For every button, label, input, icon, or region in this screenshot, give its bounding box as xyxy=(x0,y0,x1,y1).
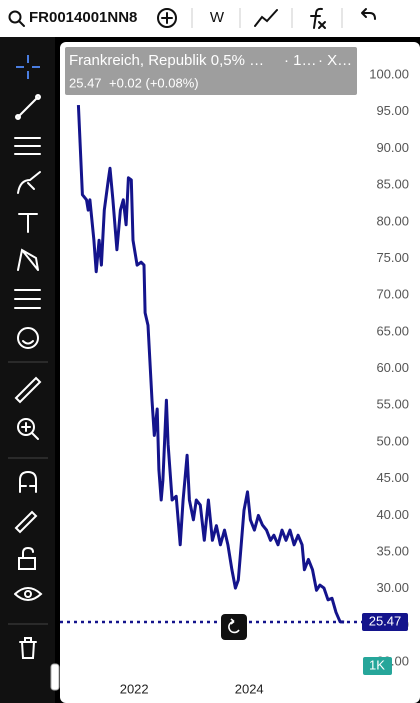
volume-label: 1K xyxy=(369,657,385,672)
last-price-badge xyxy=(362,613,408,632)
indicators-button[interactable] xyxy=(310,7,326,29)
last-price-label: 25.47 xyxy=(369,613,402,628)
chart-area xyxy=(60,42,420,703)
x-tick-label: 2022 xyxy=(120,681,149,696)
legend-value: 25.47 xyxy=(69,75,102,90)
collapse-handle[interactable] xyxy=(50,663,60,691)
y-tick-label: 70.00 xyxy=(376,287,409,302)
delete-tool[interactable] xyxy=(19,637,37,659)
volume-badge xyxy=(363,657,392,675)
price-line xyxy=(76,105,345,624)
symbol[interactable]: FR0014001NN8 xyxy=(29,9,137,26)
reset-button[interactable] xyxy=(221,614,247,640)
y-tick-label: 35.00 xyxy=(376,544,409,559)
fib-tool[interactable] xyxy=(14,137,41,155)
ruler-tool[interactable] xyxy=(14,376,42,404)
y-tick-label: 80.00 xyxy=(376,213,409,228)
text-tool[interactable] xyxy=(18,213,38,233)
brush-tool[interactable] xyxy=(17,171,41,194)
y-tick-label: 60.00 xyxy=(376,360,409,375)
y-tick-label: 45.00 xyxy=(376,470,409,485)
legend-change: +0.02 (+0.08%) xyxy=(109,75,199,90)
top-bar xyxy=(0,0,420,37)
legend-name: Frankreich, Republik 0,5% … xyxy=(69,52,264,69)
pattern-tool[interactable] xyxy=(17,248,39,271)
y-tick-label: 85.00 xyxy=(376,177,409,192)
emoji-tool[interactable] xyxy=(17,327,39,349)
y-tick-label: 90.00 xyxy=(376,140,409,155)
trendline-tool[interactable] xyxy=(15,94,41,120)
chart-type-button[interactable] xyxy=(254,9,278,27)
add-button[interactable] xyxy=(157,8,177,28)
y-tick-label: 65.00 xyxy=(376,323,409,338)
x-tick-label: 2024 xyxy=(235,681,264,696)
legend-box xyxy=(65,47,357,95)
unlock-tool[interactable] xyxy=(18,546,36,570)
y-tick-label: 55.00 xyxy=(376,397,409,412)
y-tick-label: 75.00 xyxy=(376,250,409,265)
y-tick-label: 40.00 xyxy=(376,507,409,522)
crosshair-tool[interactable] xyxy=(16,55,40,79)
legend-field: · X… xyxy=(318,52,352,69)
visibility-tool[interactable] xyxy=(14,587,43,601)
undo-button[interactable] xyxy=(361,8,376,20)
interval-button[interactable]: W xyxy=(210,9,225,26)
zoom-tool[interactable] xyxy=(17,418,39,440)
left-toolbar xyxy=(0,37,55,703)
magnet-tool[interactable] xyxy=(19,470,37,493)
y-tick-label: 30.00 xyxy=(376,580,409,595)
prediction-tool[interactable] xyxy=(14,289,41,309)
search-button[interactable] xyxy=(8,10,25,27)
y-tick-label: 50.00 xyxy=(376,433,409,448)
y-tick-label: 100.00 xyxy=(369,66,409,81)
lock-drawings[interactable] xyxy=(14,510,38,534)
legend-field: · 1… xyxy=(284,52,317,69)
y-tick-label: 95.00 xyxy=(376,103,409,118)
